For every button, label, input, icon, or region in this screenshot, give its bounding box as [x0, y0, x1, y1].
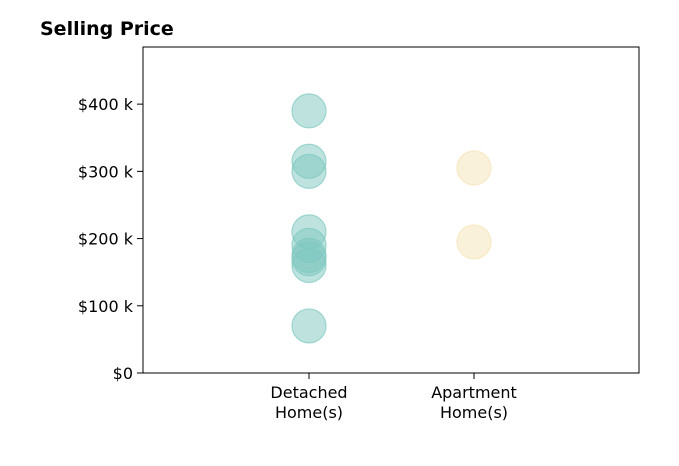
y-tick-label: $200 k: [78, 230, 134, 249]
y-tick-label: $300 k: [78, 162, 134, 181]
data-points: [291, 93, 492, 344]
plot-area-frame: [142, 46, 640, 374]
x-axis: Detached Home(s) Apartment Home(s): [270, 373, 517, 422]
y-axis: $0 $100 k $200 k $300 k $400 k: [78, 95, 143, 383]
data-point: [291, 247, 327, 284]
x-tick-label: Detached Home(s): [270, 383, 347, 422]
data-point: [291, 308, 327, 344]
chart-title: Selling Price: [40, 18, 174, 40]
data-point: [291, 93, 327, 129]
data-point: [456, 224, 492, 260]
y-tick-label: $0: [113, 364, 133, 383]
data-point: [291, 153, 327, 189]
y-tick-label: $400 k: [78, 95, 134, 114]
x-tick-label: Apartment Home(s): [431, 383, 517, 422]
data-point: [456, 150, 492, 186]
y-tick-label: $100 k: [78, 297, 134, 316]
